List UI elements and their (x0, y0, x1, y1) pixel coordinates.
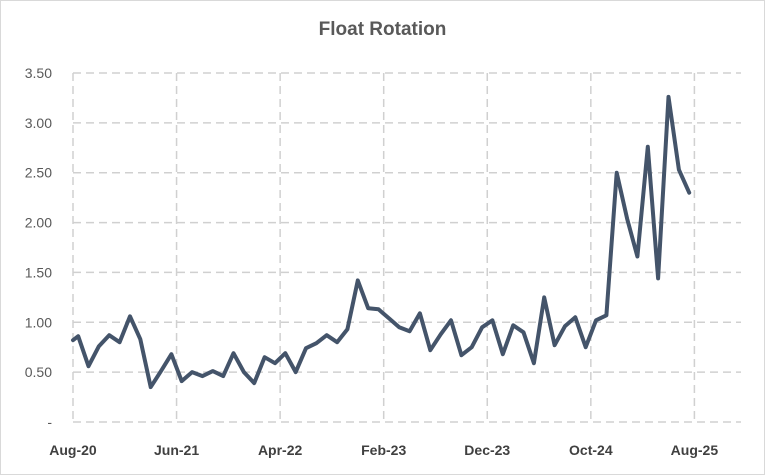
data-point (480, 326, 484, 329)
data-point (139, 338, 142, 341)
data-point (170, 352, 173, 356)
data-point (594, 319, 598, 322)
data-point (118, 341, 121, 344)
data-point (667, 95, 670, 99)
data-point (315, 342, 318, 345)
chart-title: Float Rotation (318, 19, 447, 40)
data-point (449, 319, 453, 322)
data-point (511, 324, 515, 327)
data-point (366, 307, 370, 310)
data-point (439, 333, 442, 336)
x-tick-label: Dec-23 (464, 442, 510, 458)
y-tick-label: 0.50 (25, 364, 52, 380)
data-point (543, 296, 546, 299)
x-tick-label: Jun-21 (154, 442, 199, 458)
data-point (325, 334, 328, 337)
data-point (335, 341, 339, 344)
data-point (253, 381, 256, 385)
y-tick-label: 1.50 (25, 264, 52, 280)
x-tick-label: Aug-20 (49, 442, 97, 458)
data-point (605, 314, 608, 317)
x-tick-label: Aug-25 (671, 442, 719, 458)
series-line (71, 94, 692, 390)
data-point (87, 364, 90, 368)
data-point (418, 312, 422, 315)
data-point (128, 315, 132, 318)
y-tick-label: 2.00 (25, 215, 52, 231)
data-point (304, 347, 308, 350)
data-point (563, 325, 567, 328)
data-point (408, 330, 411, 333)
data-point (377, 308, 380, 311)
data-point (284, 351, 287, 355)
x-tick-label: Apr-22 (258, 442, 303, 458)
data-point (242, 370, 246, 374)
data-point (501, 352, 504, 356)
data-point (522, 331, 525, 334)
x-tick-label: Feb-23 (361, 442, 406, 458)
data-point (180, 379, 183, 383)
data-point (491, 319, 494, 322)
data-point (294, 370, 297, 374)
data-point (149, 385, 152, 389)
data-point (656, 277, 660, 280)
data-point (346, 328, 349, 331)
data-point (532, 361, 536, 365)
data-point (584, 346, 587, 349)
data-point (646, 145, 649, 148)
y-tick-label: - (47, 414, 52, 430)
data-point (553, 344, 556, 347)
data-point (470, 346, 473, 349)
data-point (211, 369, 215, 373)
data-point (429, 349, 432, 352)
data-point (273, 361, 277, 365)
data-point (615, 171, 618, 174)
data-point (625, 217, 629, 220)
data-point (263, 355, 266, 359)
data-point (76, 335, 80, 338)
data-point (574, 316, 577, 319)
data-point (387, 317, 391, 320)
data-point (398, 326, 401, 329)
y-tick-label: 3.50 (25, 65, 52, 81)
data-point (108, 334, 111, 337)
y-tick-label: 3.00 (25, 115, 52, 131)
data-point (201, 374, 204, 378)
data-point (356, 279, 360, 282)
data-point (232, 351, 235, 355)
data-point (190, 370, 194, 374)
data-point (159, 369, 163, 373)
data-point (688, 191, 691, 194)
y-tick-label: 1.00 (25, 314, 52, 330)
data-point (71, 339, 75, 342)
data-point (97, 345, 101, 348)
data-point (221, 374, 225, 378)
y-tick-label: 2.50 (25, 165, 52, 181)
data-point (636, 255, 639, 258)
x-tick-label: Oct-24 (569, 442, 613, 458)
data-point (677, 168, 681, 171)
data-point (460, 353, 463, 357)
